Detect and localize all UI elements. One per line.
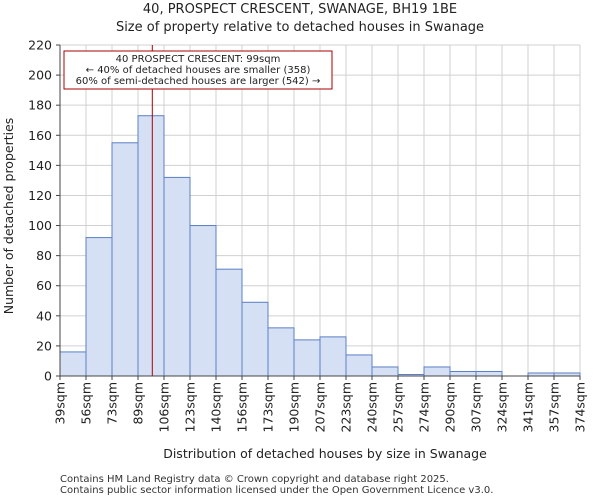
y-axis-label: Number of detached properties bbox=[1, 118, 16, 315]
bar-123sqm bbox=[189, 225, 217, 377]
x-tick-label: 207sqm bbox=[313, 382, 328, 432]
x-tick-label: 341sqm bbox=[521, 382, 536, 432]
annotation-line-3: 60% of semi-detached houses are larger (… bbox=[76, 76, 321, 87]
annotation-line-2: ← 40% of detached houses are smaller (35… bbox=[86, 65, 311, 76]
bars bbox=[59, 115, 581, 377]
y-tick-label: 180 bbox=[28, 98, 52, 113]
x-axis-ticks: 39sqm 56sqm 73sqm 89sqm 106sqm 123sqm 140sqm 15… bbox=[53, 45, 588, 432]
annotation-box: 40 PROSPECT CRESCENT: 99sqm ← 40% of det… bbox=[63, 50, 333, 90]
chart-title: 40, PROSPECT CRESCENT, SWANAGE, BH19 1BE bbox=[143, 2, 457, 17]
x-tick-label: 106sqm bbox=[157, 382, 172, 432]
x-axis-label: Distribution of detached houses by size … bbox=[163, 446, 487, 461]
bar-140sqm bbox=[215, 268, 243, 377]
y-tick-label: 200 bbox=[28, 68, 52, 83]
y-tick-label: 20 bbox=[36, 338, 52, 353]
y-tick-label: 140 bbox=[28, 158, 52, 173]
x-tick-label: 357sqm bbox=[547, 382, 562, 432]
x-tick-label: 307sqm bbox=[469, 382, 484, 432]
x-tick-label: 274sqm bbox=[417, 382, 432, 432]
x-tick-label: 123sqm bbox=[183, 382, 198, 432]
annotation-line-1: 40 PROSPECT CRESCENT: 99sqm bbox=[116, 54, 281, 65]
x-tick-label: 324sqm bbox=[495, 382, 510, 432]
x-tick-label: 240sqm bbox=[365, 382, 380, 432]
x-tick-label: 223sqm bbox=[339, 382, 354, 432]
x-tick-label: 290sqm bbox=[443, 382, 458, 432]
y-tick-label: 160 bbox=[28, 128, 52, 143]
x-tick-label: 190sqm bbox=[287, 382, 302, 432]
bar-223sqm bbox=[345, 354, 373, 377]
bar-190sqm bbox=[293, 339, 321, 377]
y-tick-label: 0 bbox=[44, 369, 52, 384]
x-tick-label: 257sqm bbox=[391, 382, 406, 432]
bar-173sqm bbox=[267, 327, 295, 377]
y-axis-ticks: 0 20 40 60 80 100 120 140 160 180 200 220 bbox=[28, 38, 60, 384]
y-tick-label: 80 bbox=[36, 248, 52, 263]
x-tick-label: 89sqm bbox=[131, 382, 146, 425]
chart-subtitle: Size of property relative to detached ho… bbox=[116, 20, 484, 35]
x-tick-label: 140sqm bbox=[209, 382, 224, 432]
footer-licence: Contains public sector information licen… bbox=[60, 485, 494, 496]
y-tick-label: 40 bbox=[36, 308, 52, 323]
bar-274sqm bbox=[423, 366, 451, 377]
x-tick-label: 156sqm bbox=[235, 382, 250, 432]
y-tick-label: 120 bbox=[28, 188, 52, 203]
x-tick-label: 173sqm bbox=[261, 382, 276, 432]
bar-89sqm bbox=[137, 115, 165, 377]
y-tick-label: 220 bbox=[28, 38, 52, 53]
x-tick-label: 374sqm bbox=[573, 382, 588, 432]
bar-73sqm bbox=[111, 142, 139, 377]
bar-39sqm bbox=[59, 351, 87, 377]
histogram-chart: 40, PROSPECT CRESCENT, SWANAGE, BH19 1BE… bbox=[1, 2, 588, 461]
bar-240sqm bbox=[371, 366, 399, 377]
y-tick-label: 100 bbox=[28, 218, 52, 233]
footer-copyright: Contains HM Land Registry data © Crown c… bbox=[60, 474, 449, 485]
bar-156sqm bbox=[241, 301, 269, 377]
annotation-frame bbox=[63, 50, 333, 90]
y-tick-label: 60 bbox=[36, 278, 52, 293]
bar-106sqm bbox=[163, 176, 191, 377]
x-tick-label: 56sqm bbox=[79, 382, 94, 425]
bar-56sqm bbox=[85, 237, 113, 377]
x-tick-label: 73sqm bbox=[105, 382, 120, 425]
bar-290sqm bbox=[449, 370, 477, 377]
bar-207sqm bbox=[319, 336, 347, 377]
x-tick-label: 39sqm bbox=[53, 382, 68, 425]
bar-307sqm bbox=[475, 370, 503, 377]
